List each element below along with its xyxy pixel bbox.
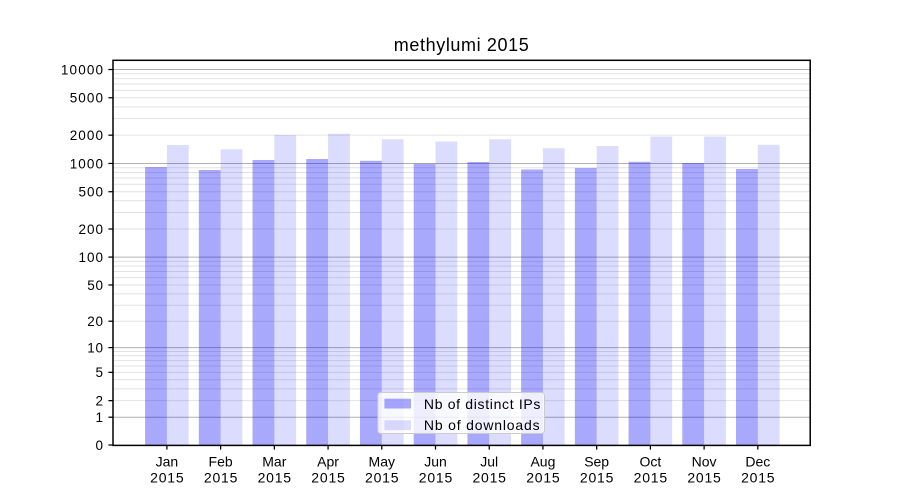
- svg-text:Dec: Dec: [745, 453, 770, 469]
- svg-text:Sep: Sep: [584, 453, 609, 469]
- svg-text:2015: 2015: [419, 469, 453, 485]
- svg-text:Nb of downloads: Nb of downloads: [424, 417, 540, 433]
- svg-text:0: 0: [95, 438, 103, 453]
- svg-text:May: May: [369, 453, 395, 469]
- svg-text:2015: 2015: [258, 469, 292, 485]
- svg-text:10: 10: [87, 340, 103, 355]
- svg-text:Apr: Apr: [317, 453, 339, 469]
- svg-text:2015: 2015: [526, 469, 560, 485]
- svg-text:2015: 2015: [204, 469, 238, 485]
- svg-text:50: 50: [87, 278, 103, 293]
- svg-text:methylumi 2015: methylumi 2015: [394, 35, 529, 55]
- svg-text:500: 500: [79, 185, 104, 200]
- svg-text:2015: 2015: [365, 469, 399, 485]
- svg-text:Nb of distinct IPs: Nb of distinct IPs: [424, 396, 541, 412]
- svg-text:2015: 2015: [687, 469, 721, 485]
- svg-text:100: 100: [79, 250, 104, 265]
- svg-text:2: 2: [95, 394, 103, 409]
- svg-text:2015: 2015: [472, 469, 506, 485]
- svg-text:5: 5: [95, 365, 103, 380]
- svg-text:Mar: Mar: [262, 453, 286, 469]
- svg-text:Jul: Jul: [480, 453, 498, 469]
- svg-text:20: 20: [87, 314, 103, 329]
- svg-text:1: 1: [95, 410, 103, 425]
- svg-text:10000: 10000: [61, 62, 103, 77]
- svg-text:Feb: Feb: [209, 453, 233, 469]
- svg-text:Aug: Aug: [530, 453, 555, 469]
- svg-text:2015: 2015: [741, 469, 775, 485]
- svg-text:2015: 2015: [311, 469, 345, 485]
- svg-text:Oct: Oct: [639, 453, 661, 469]
- svg-text:Jan: Jan: [156, 453, 179, 469]
- svg-text:200: 200: [79, 222, 104, 237]
- svg-text:Nov: Nov: [692, 453, 717, 469]
- svg-text:2000: 2000: [70, 128, 103, 143]
- svg-text:Jun: Jun: [424, 453, 447, 469]
- svg-text:1000: 1000: [70, 156, 103, 171]
- svg-text:2015: 2015: [634, 469, 668, 485]
- svg-text:2015: 2015: [150, 469, 184, 485]
- svg-text:2015: 2015: [580, 469, 614, 485]
- svg-text:5000: 5000: [70, 91, 103, 106]
